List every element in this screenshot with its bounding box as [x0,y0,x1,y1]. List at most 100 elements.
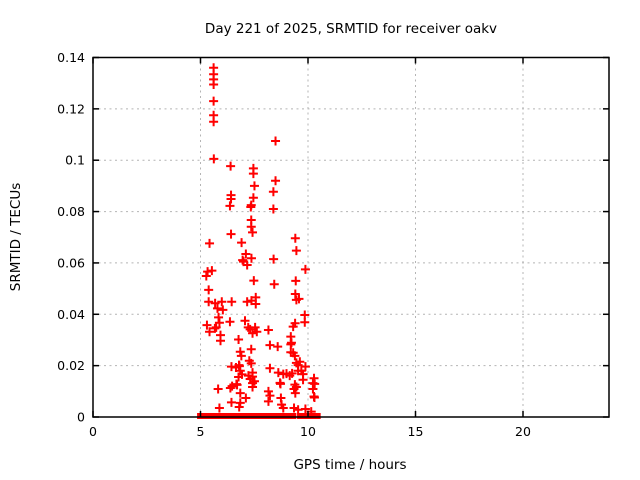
y-tick-label: 0.14 [57,50,85,65]
baseline-point-run [197,413,222,419]
data-point [263,325,273,335]
data-point [300,317,310,327]
data-point [251,299,261,309]
data-point [248,382,258,392]
data-point [210,323,220,333]
data-point [263,386,273,396]
data-point [217,297,227,307]
axis-ticks [92,56,609,418]
baseline-point-run [242,413,258,419]
data-point [235,347,245,357]
data-point [226,229,236,239]
data-point [237,238,247,248]
data-point [241,249,251,259]
data-point [273,368,283,378]
data-point [205,238,215,248]
data-point [246,344,256,354]
data-point [246,222,256,232]
chart-title: Day 221 of 2025, SRMTID for receiver oak… [205,21,497,37]
data-point [248,193,258,203]
data-point [235,398,245,408]
data-point [290,318,300,328]
data-point [232,380,242,390]
data-point [290,388,300,398]
data-point [215,336,225,346]
data-point [227,381,237,391]
data-point [246,202,256,212]
y-tick-label: 0.1 [65,153,85,168]
baseline-point-run [230,413,247,419]
y-tick-label: 0.12 [57,101,85,116]
plot-border [92,56,610,418]
data-point [300,264,310,274]
data-point [203,267,213,277]
data-point [273,342,283,352]
data-point [265,363,275,373]
data-point [309,392,319,402]
plot-frame [92,56,610,418]
data-point [209,154,219,164]
data-point [248,169,258,179]
baseline-point-run [277,413,297,419]
data-point [289,403,299,413]
data-point [295,357,305,367]
data-point [310,379,320,389]
data-point [308,384,318,394]
data-point [268,187,278,197]
baseline-point-run [297,413,321,419]
data-point [209,117,219,127]
x-tick-label: 15 [408,424,424,439]
data-point [278,403,288,413]
data-point [226,194,236,204]
data-point [294,294,304,304]
data-point [246,358,256,368]
data-point [300,404,310,414]
data-point [225,383,235,393]
data-point [269,279,279,289]
x-axis-label: GPS time / hours [293,457,406,473]
data-point [291,276,301,286]
y-axis-label: SRMTID / TECUs [8,183,24,291]
data-point [298,375,308,385]
data-point [271,136,281,146]
data-point [289,384,299,394]
data-point [271,176,281,186]
data-point [240,316,250,326]
data-point [265,340,275,350]
data-point [242,260,252,270]
data-point [234,402,244,412]
data-point [252,327,262,337]
data-point [202,320,212,330]
data-point [246,253,256,263]
data-point [236,351,246,361]
data-point [268,204,278,214]
baseline-point-run [266,413,283,419]
x-tick-label: 5 [197,424,205,439]
data-point [249,376,259,386]
data-point [212,303,222,313]
data-point [249,181,259,191]
data-point [287,368,297,378]
baseline-point-run [218,413,235,419]
data-point [235,388,245,398]
data-point [214,318,224,328]
data-point [290,351,300,361]
data-point [248,328,258,338]
data-point [300,362,310,372]
data-point [290,289,300,299]
data-point [249,276,259,286]
data-point [207,266,217,276]
data-point [205,327,215,337]
tick-labels: 0 5 10 15 20 0 0.02 0.04 0.06 0.08 0.1 0.12 0.14 [57,50,531,439]
baseline-point-run [255,413,272,419]
data-point [225,317,235,327]
data-points-layer [197,63,321,419]
data-point [248,227,258,237]
y-tick-label: 0.08 [57,204,85,219]
data-point [242,297,252,307]
x-tick-label: 0 [89,424,97,439]
data-point [250,322,260,332]
y-tick-label: 0 [77,410,85,425]
